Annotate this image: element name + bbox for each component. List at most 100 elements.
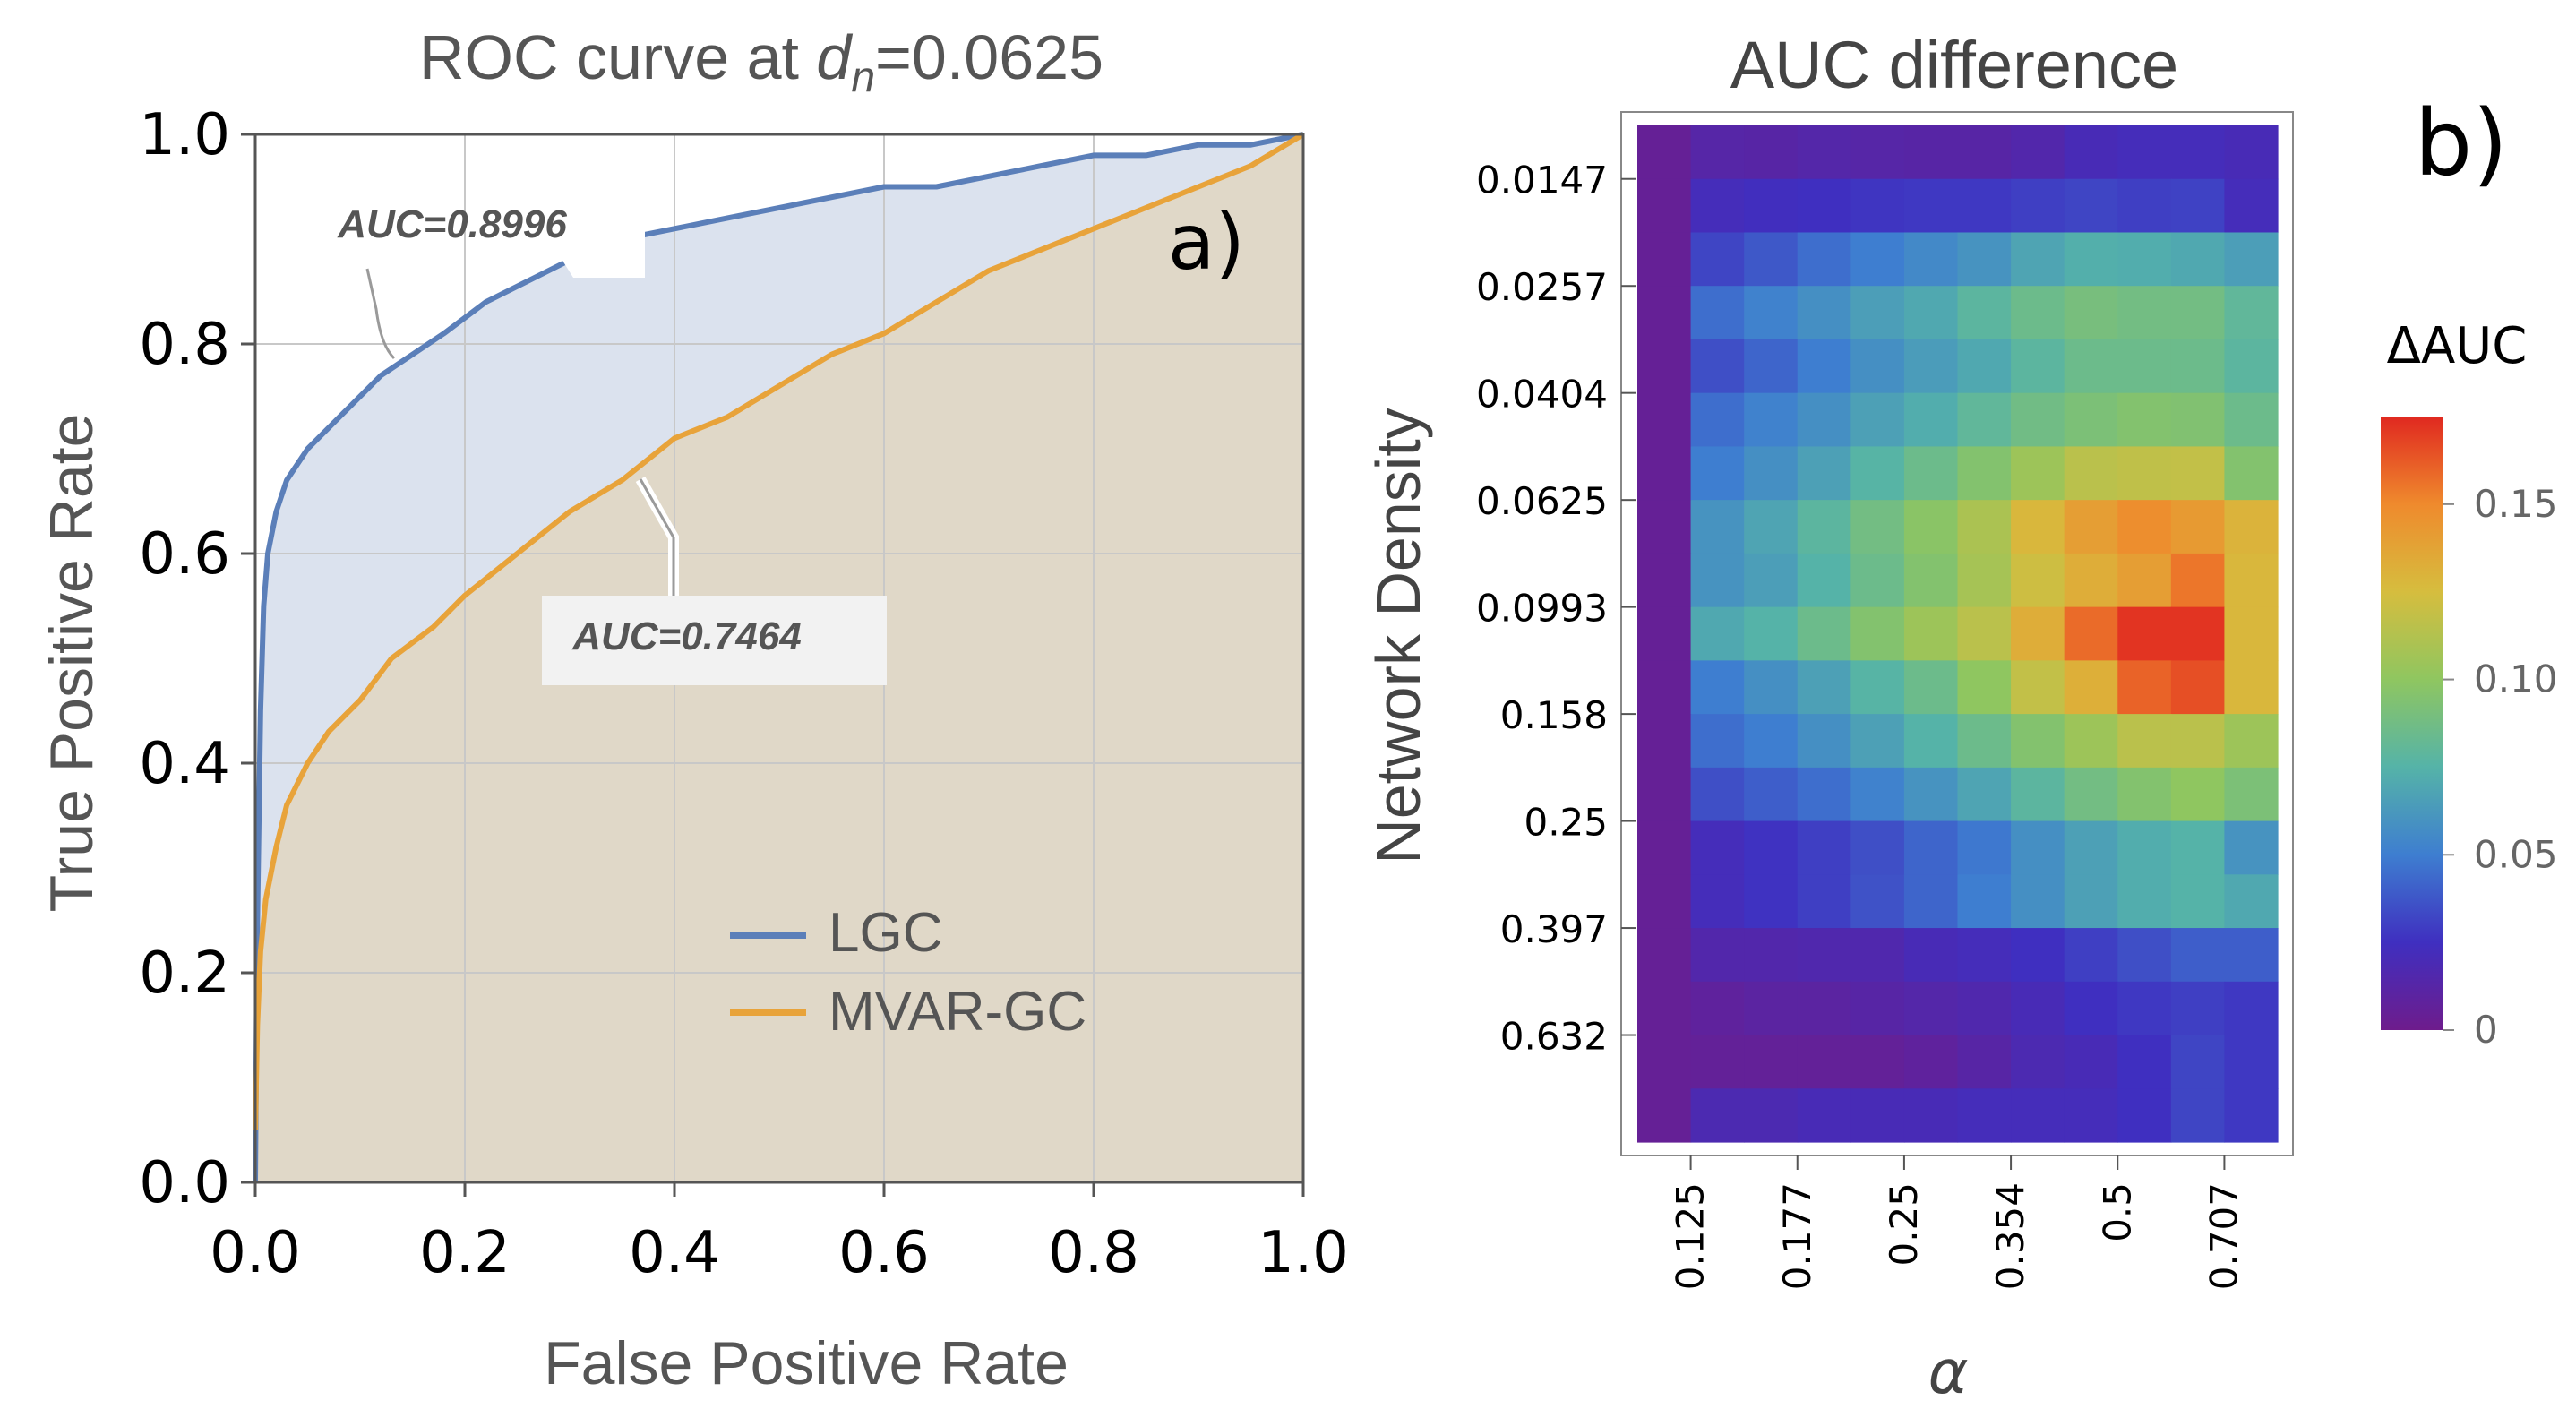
heatmap-y-tick-label: 0.397 [1500, 907, 1608, 951]
heatmap-cell [1903, 820, 1959, 875]
heatmap-cell [1637, 392, 1692, 448]
heatmap-cell [1903, 981, 1959, 1036]
heatmap-cell [1690, 1035, 1745, 1089]
heatmap-cell [1637, 928, 1692, 983]
heatmap-y-tick-label: 0.0257 [1476, 265, 1608, 309]
heatmap-y-tick-label: 0.0404 [1476, 373, 1608, 417]
heatmap-cell [1797, 820, 1851, 875]
heatmap-y-axis-label: Network Density [1363, 408, 1433, 864]
heatmap-x-tick-label: 0.125 [1669, 1182, 1713, 1290]
heatmap-cell [2224, 1088, 2279, 1143]
heatmap-cell [1637, 820, 1692, 875]
heatmap-cell [2224, 660, 2279, 715]
heatmap-cell [1957, 660, 2012, 715]
roc-x-tick-label: 0.6 [838, 1220, 930, 1286]
heatmap-cell [1957, 178, 2012, 234]
roc-y-tick-label: 0.8 [139, 312, 230, 378]
heatmap-cell [1797, 928, 1851, 983]
heatmap-cell [1903, 606, 1959, 661]
heatmap-cell [1690, 606, 1745, 661]
heatmap-cell [1637, 286, 1692, 340]
heatmap-cell [1957, 820, 2012, 875]
heatmap-cell [1903, 1088, 1959, 1143]
heatmap-cell [2170, 714, 2226, 769]
heatmap-cell [1744, 339, 1799, 394]
heatmap-cell [2224, 874, 2279, 929]
heatmap-cell [1690, 232, 1745, 287]
heatmap-cell [2224, 553, 2279, 608]
roc-legend: LGC MVAR-GC [730, 902, 1086, 1043]
heatmap-cell [1690, 928, 1745, 983]
heatmap-cell [2117, 928, 2172, 983]
heatmap-cell [2011, 714, 2065, 769]
heatmap-cell [1957, 232, 2012, 287]
heatmap-cell [2117, 767, 2172, 822]
heatmap-title: AUC difference [1730, 28, 2178, 102]
heatmap-cell [1797, 606, 1851, 661]
heatmap-cell [1744, 392, 1799, 448]
heatmap-cell [2064, 606, 2118, 661]
auc-mvar-label: AUC=0.7464 [571, 614, 802, 658]
heatmap-cell [1797, 392, 1851, 448]
heatmap-cell [2064, 125, 2118, 180]
heatmap-cell [1957, 606, 2012, 661]
heatmap-cell [2117, 1088, 2172, 1143]
heatmap-cell [1850, 232, 1905, 287]
heatmap-cell [1850, 286, 1905, 340]
heatmap-y-tick-label: 0.0625 [1476, 479, 1608, 523]
heatmap-cell [1637, 1088, 1692, 1143]
heatmap-y-tick-label: 0.632 [1500, 1015, 1608, 1059]
heatmap-cell [2117, 714, 2172, 769]
heatmap-cell [2064, 767, 2118, 822]
heatmap-cell [1637, 232, 1692, 287]
heatmap-y-tick-label: 0.0993 [1476, 587, 1608, 631]
heatmap-cell [1850, 660, 1905, 715]
heatmap-cell [1850, 125, 1905, 180]
heatmap-cell [1744, 446, 1799, 501]
heatmap-cell [2224, 392, 2279, 448]
legend-label-lgc: LGC [829, 902, 942, 964]
heatmap-cell [1637, 553, 1692, 608]
auc-mvar-leader [639, 478, 675, 597]
heatmap-cell [1903, 286, 1959, 340]
heatmap-cell [1850, 1035, 1905, 1089]
heatmap-cell [1637, 1035, 1692, 1089]
heatmap-cell [2117, 339, 2172, 394]
heatmap-cell [2064, 874, 2118, 929]
heatmap-cell [2224, 928, 2279, 983]
heatmap-cell [1797, 232, 1851, 287]
heatmap-cell [1957, 339, 2012, 394]
heatmap-cell [2117, 500, 2172, 554]
heatmap-cell [2117, 286, 2172, 340]
heatmap-cell [1957, 928, 2012, 983]
heatmap-cell [1637, 874, 1692, 929]
roc-y-tick-label: 1.0 [139, 102, 230, 168]
heatmap-cell [2011, 553, 2065, 608]
heatmap-cell [2011, 232, 2065, 287]
heatmap-cell [2064, 286, 2118, 340]
heatmap-cell [2170, 981, 2226, 1036]
heatmap-panel: AUC difference b) 0.0147 0.0257 0.0404 0.06… [1363, 28, 2558, 1408]
heatmap-cell [1903, 500, 1959, 554]
heatmap-cell [2011, 500, 2065, 554]
heatmap-cell [1850, 606, 1905, 661]
heatmap-y-tick-label: 0.158 [1500, 693, 1608, 737]
heatmap-cell [2064, 392, 2118, 448]
heatmap-cell [1744, 125, 1799, 180]
roc-frame [253, 133, 1305, 1184]
heatmap-cell [2011, 820, 2065, 875]
heatmap-cell [2064, 714, 2118, 769]
heatmap-x-axis-label: α [1928, 1337, 1969, 1408]
heatmap-cell [1850, 392, 1905, 448]
heatmap-cell [2011, 606, 2065, 661]
heatmap-cell [2011, 981, 2065, 1036]
heatmap-cell [1690, 339, 1745, 394]
heatmap-x-tick-label: 0.25 [1882, 1182, 1926, 1267]
heatmap-x-tick-label: 0.354 [1988, 1182, 2032, 1290]
heatmap-cell [1903, 660, 1959, 715]
heatmap-cell [1637, 714, 1692, 769]
colorbar-tick-label: 0.10 [2474, 657, 2558, 701]
heatmap-cell [1797, 874, 1851, 929]
heatmap-cell [1744, 1088, 1799, 1143]
